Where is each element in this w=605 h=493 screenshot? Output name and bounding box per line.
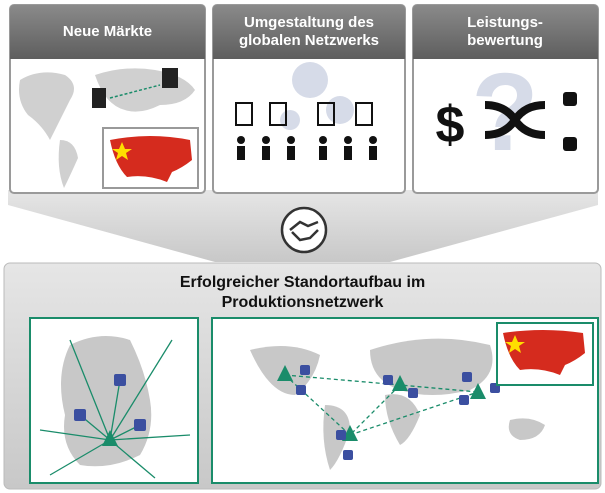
germany-sites [74, 374, 146, 431]
star-2 [505, 335, 525, 353]
panel-title: Leistungs-bewertung [467, 14, 543, 49]
people [237, 136, 377, 160]
network-icons [235, 102, 373, 126]
link [109, 84, 161, 99]
shuffle [484, 101, 546, 139]
flag-usa-china [110, 136, 192, 182]
world-sites [296, 365, 500, 460]
panel-title: Neue Märkte [62, 23, 153, 40]
handshake-icon [280, 206, 328, 254]
hub [102, 430, 118, 446]
panel-headers [10, 5, 598, 59]
buildings [92, 68, 178, 108]
dollar: $ [436, 96, 465, 154]
thumbs [563, 92, 577, 151]
bottom-title: Erfolgreicher Standortaufbau im Produkti… [179, 274, 426, 311]
handshake [289, 220, 319, 242]
star [112, 142, 132, 160]
panel-title: Umgestaltung des globalen Netzwerks [238, 14, 380, 49]
flag-usa-china-2 [503, 330, 585, 375]
germany-map [61, 336, 152, 467]
